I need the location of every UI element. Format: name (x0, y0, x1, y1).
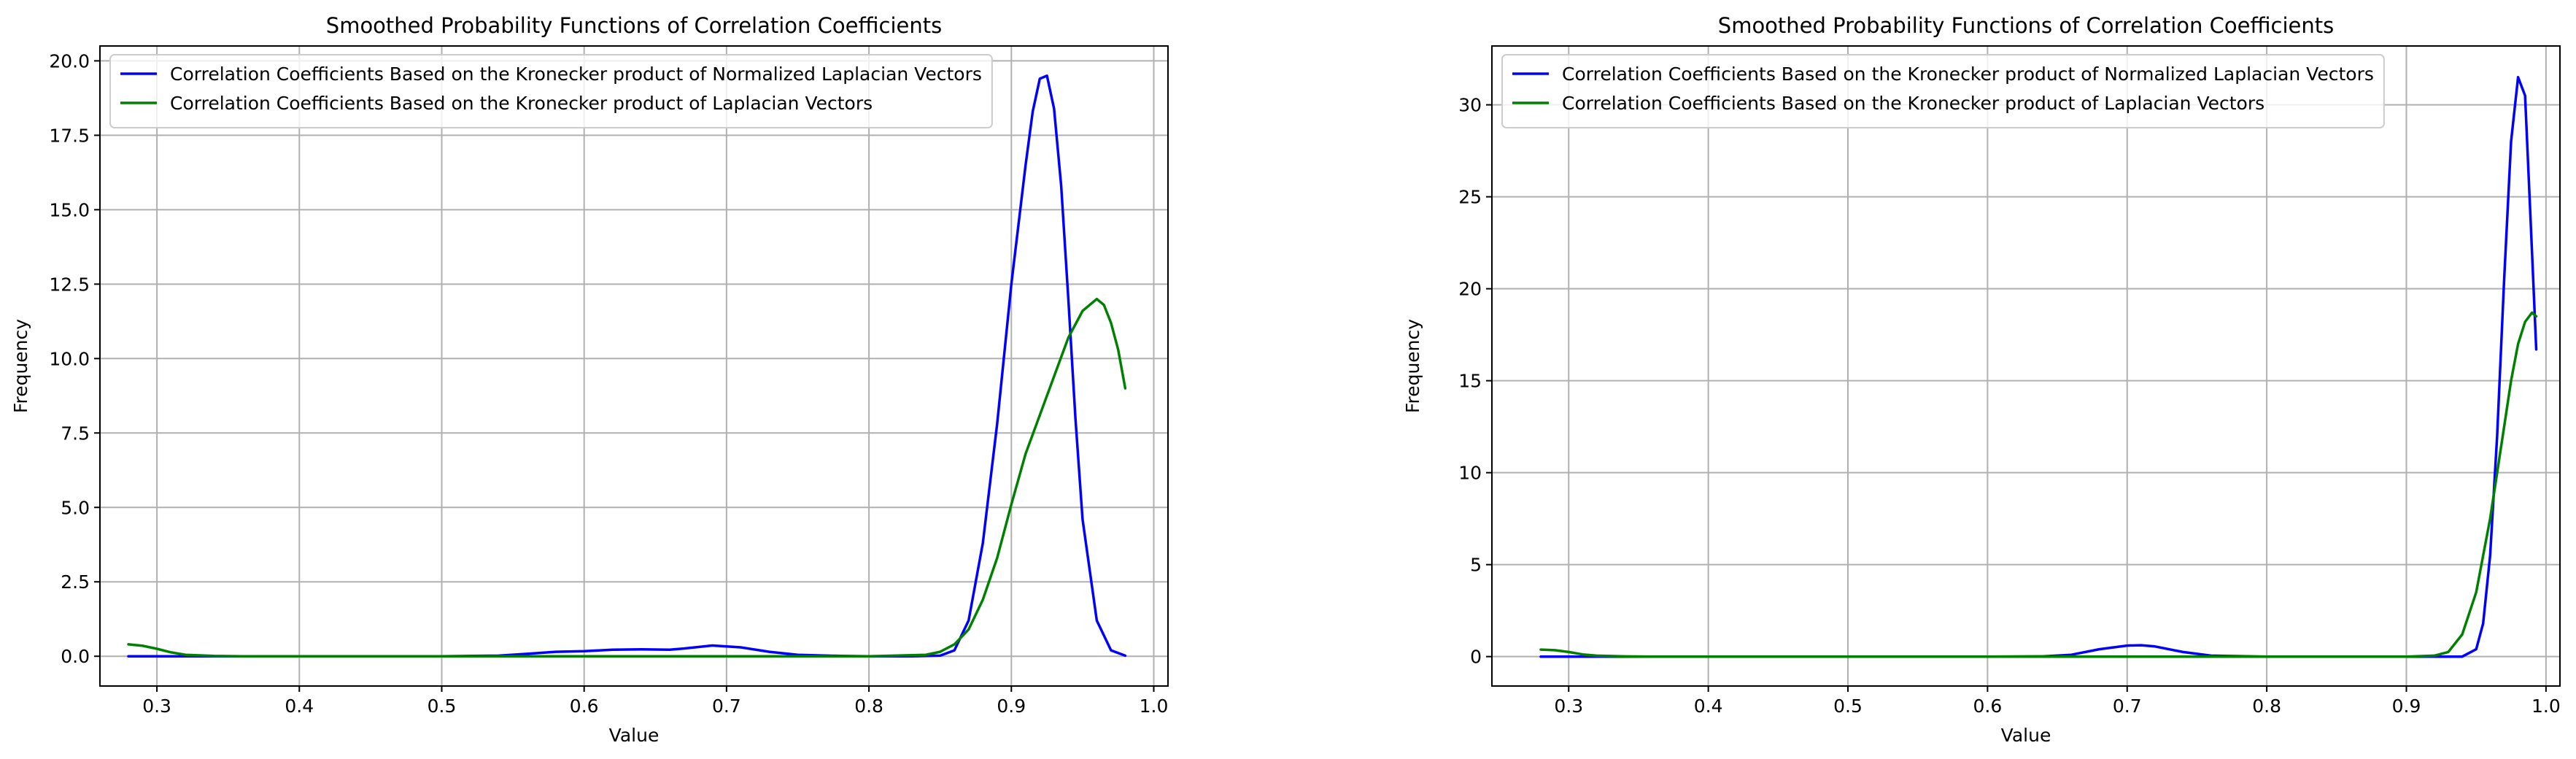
chart-title: Smoothed Probability Functions of Correl… (1718, 13, 2334, 38)
x-tick-label: 0.9 (997, 696, 1026, 717)
series-line-1 (1539, 76, 2538, 658)
x-tick-label: 0.3 (1554, 696, 1583, 717)
x-tick-label: 1.0 (1140, 696, 1169, 717)
y-tick-label: 5 (1470, 555, 1482, 576)
legend-entry-1: Correlation Coefficients Based on the Kr… (170, 63, 982, 85)
x-tick-label: 0.7 (2113, 696, 2142, 717)
chart-1: 0.3 0.4 0.5 0.6 0.7 0.8 0.9 1.0 0.0 2.5 5.0 7.5 10.0… (10, 13, 1169, 746)
x-tick-label: 0.4 (1694, 696, 1723, 717)
x-tick-label: 1.0 (2531, 696, 2561, 717)
legend: Correlation Coefficients Based on the Kr… (1501, 54, 2385, 128)
x-axis-label: Value (609, 725, 660, 746)
x-tick-label: 0.7 (712, 696, 741, 717)
x-tick-label: 0.3 (142, 696, 171, 717)
y-tick-label: 0 (1470, 647, 1482, 668)
y-tick-label: 12.5 (49, 274, 90, 295)
x-axis-label: Value (2001, 725, 2051, 746)
series-line-2 (1539, 311, 2538, 658)
y-tick-label: 5.0 (61, 497, 90, 518)
grid (1492, 46, 2560, 686)
x-tick-label: 0.4 (285, 696, 314, 717)
x-tick-label: 0.8 (2252, 696, 2281, 717)
y-tick-label: 0.0 (61, 646, 90, 667)
y-tick-label: 7.5 (61, 423, 90, 444)
grid (100, 46, 1168, 686)
legend-entry-2: Correlation Coefficients Based on the Kr… (1562, 93, 2264, 114)
plot-frame (1491, 45, 2561, 687)
y-tick-label: 20.0 (49, 50, 90, 72)
legend-box (1501, 54, 2385, 128)
y-tick-label: 10.0 (49, 348, 90, 369)
x-tick-label: 0.6 (1973, 696, 2002, 717)
legend-entry-2: Correlation Coefficients Based on the Kr… (170, 93, 873, 114)
y-axis-label: Frequency (1402, 319, 1423, 413)
y-tick-label: 15 (1458, 371, 1482, 392)
y-tick-label: 2.5 (61, 571, 90, 593)
series-line-2 (127, 297, 1127, 658)
y-tick-label: 30 (1458, 95, 1482, 116)
x-tick-label: 0.5 (428, 696, 457, 717)
y-tick-label: 20 (1458, 279, 1482, 300)
x-tick-label: 0.8 (854, 696, 883, 717)
y-tick-label: 25 (1458, 187, 1482, 208)
x-tick-label: 0.5 (1833, 696, 1863, 717)
legend-entry-1: Correlation Coefficients Based on the Kr… (1562, 63, 2374, 85)
x-tick-label: 0.9 (2392, 696, 2421, 717)
legend-box (109, 54, 993, 128)
chart-2: 0.3 0.4 0.5 0.6 0.7 0.8 0.9 1.0 0 5 10 15 20 25 30 Smoo… (1402, 13, 2561, 746)
x-tick-label: 0.6 (570, 696, 599, 717)
plot-frame (99, 45, 1169, 687)
y-axis-label: Frequency (10, 319, 31, 413)
series-line-1 (127, 74, 1127, 658)
y-tick-label: 17.5 (49, 125, 90, 146)
y-tick-label: 10 (1458, 463, 1482, 484)
y-tick-label: 15.0 (49, 199, 90, 220)
chart-title: Smoothed Probability Functions of Correl… (326, 13, 942, 38)
legend: Correlation Coefficients Based on the Kr… (109, 54, 993, 128)
